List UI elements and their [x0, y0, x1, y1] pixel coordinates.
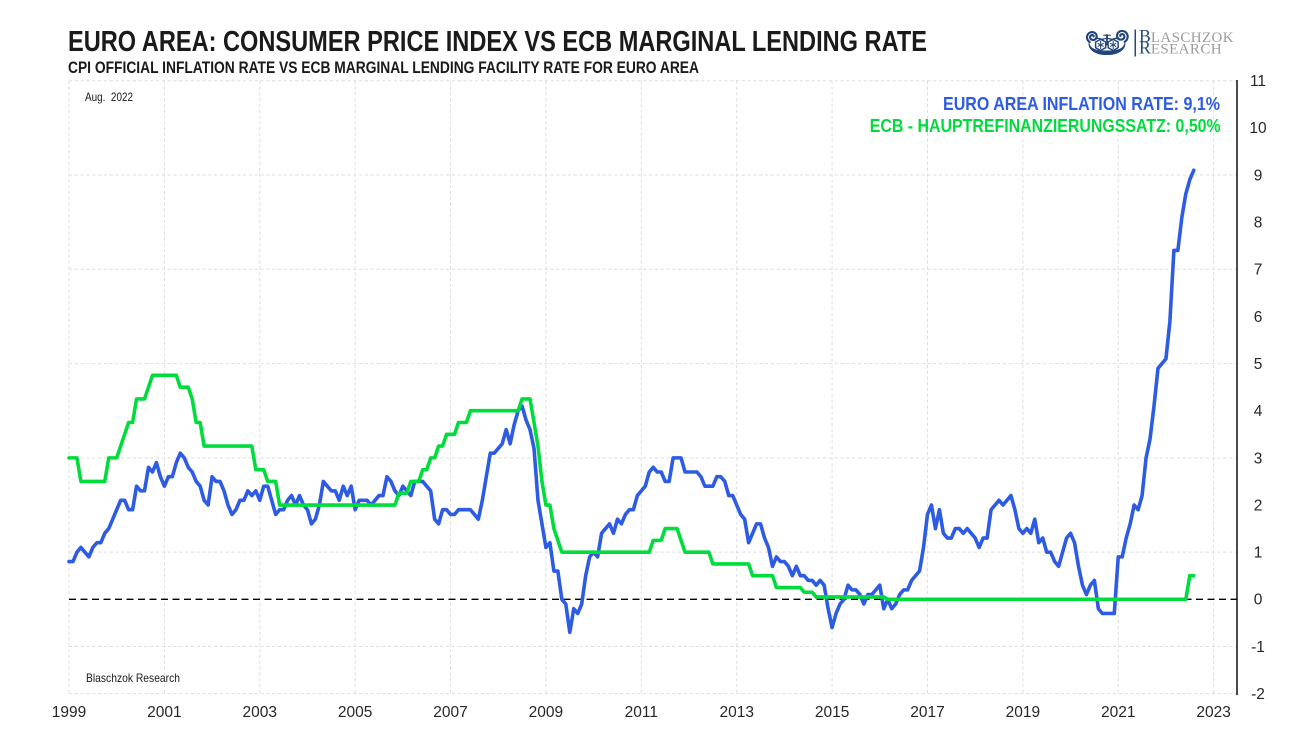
- series-line-inflation: [67, 168, 1196, 635]
- viking-ship-icon: [1085, 29, 1129, 56]
- x-tick-label-2003: 2003: [243, 704, 277, 721]
- logo-rest-laschzok: LASCHZOK: [1151, 30, 1234, 46]
- x-tick-label-2007: 2007: [433, 704, 467, 721]
- watermark-text: Blaschzok Research: [86, 671, 180, 685]
- y-tick-label-2: 2: [1254, 497, 1263, 514]
- y-tick-label-0: 0: [1254, 592, 1263, 609]
- series-line-ecb-rate: [67, 373, 1196, 602]
- x-tick-label-2015: 2015: [815, 704, 849, 721]
- x-tick-label-2009: 2009: [529, 704, 563, 721]
- logo-initial-r: R: [1139, 38, 1151, 58]
- y-tick-label-4: 4: [1254, 403, 1263, 420]
- y-tick-label--1: -1: [1251, 639, 1265, 656]
- y-tick-label--2: -2: [1251, 686, 1265, 703]
- legend-ecb-rate-label: ECB - HAUPTREFINANZIERUNGSSATZ: 0,50%: [869, 116, 1221, 137]
- logo-separator: [1134, 29, 1136, 57]
- x-tick-label-2013: 2013: [719, 704, 753, 721]
- x-tick-label-2019: 2019: [1006, 704, 1040, 721]
- y-tick-label-3: 3: [1254, 450, 1263, 467]
- shield-right-icon: [1107, 38, 1119, 52]
- y-tick-label-1: 1: [1254, 545, 1263, 562]
- x-tick-label-2005: 2005: [338, 704, 372, 721]
- x-tick-label-2001: 2001: [147, 704, 181, 721]
- shield-left-icon: [1094, 38, 1107, 52]
- x-tick-label-1999: 1999: [52, 704, 86, 721]
- chart-subtitle: CPI OFFICIAL INFLATION RATE VS ECB MARGI…: [68, 58, 699, 78]
- chart-title: EURO AREA: CONSUMER PRICE INDEX VS ECB M…: [68, 26, 927, 59]
- logo-rest-esearch: ESEARCH: [1151, 42, 1222, 58]
- x-tick-label-2017: 2017: [910, 704, 944, 721]
- y-tick-label-11: 11: [1250, 73, 1266, 90]
- logo-wordmark-line2: RESEARCH: [1139, 38, 1222, 58]
- x-tick-label-2023: 2023: [1196, 704, 1230, 721]
- y-tick-label-5: 5: [1254, 356, 1263, 373]
- x-tick-label-2011: 2011: [625, 704, 658, 721]
- x-tick-label-2021: 2021: [1101, 704, 1135, 721]
- y-tick-label-10: 10: [1249, 120, 1267, 137]
- y-tick-label-6: 6: [1254, 309, 1263, 326]
- legend-inflation-label: EURO AREA INFLATION RATE: 9,1%: [943, 94, 1221, 115]
- logo-wordmark-line1: BLASCHZOK: [1139, 26, 1234, 46]
- logo-initial-b: B: [1139, 26, 1151, 46]
- y-tick-label-9: 9: [1254, 167, 1263, 184]
- y-tick-label-7: 7: [1254, 262, 1263, 279]
- date-annotation: Aug. 2022: [85, 90, 133, 104]
- y-tick-label-8: 8: [1254, 215, 1263, 232]
